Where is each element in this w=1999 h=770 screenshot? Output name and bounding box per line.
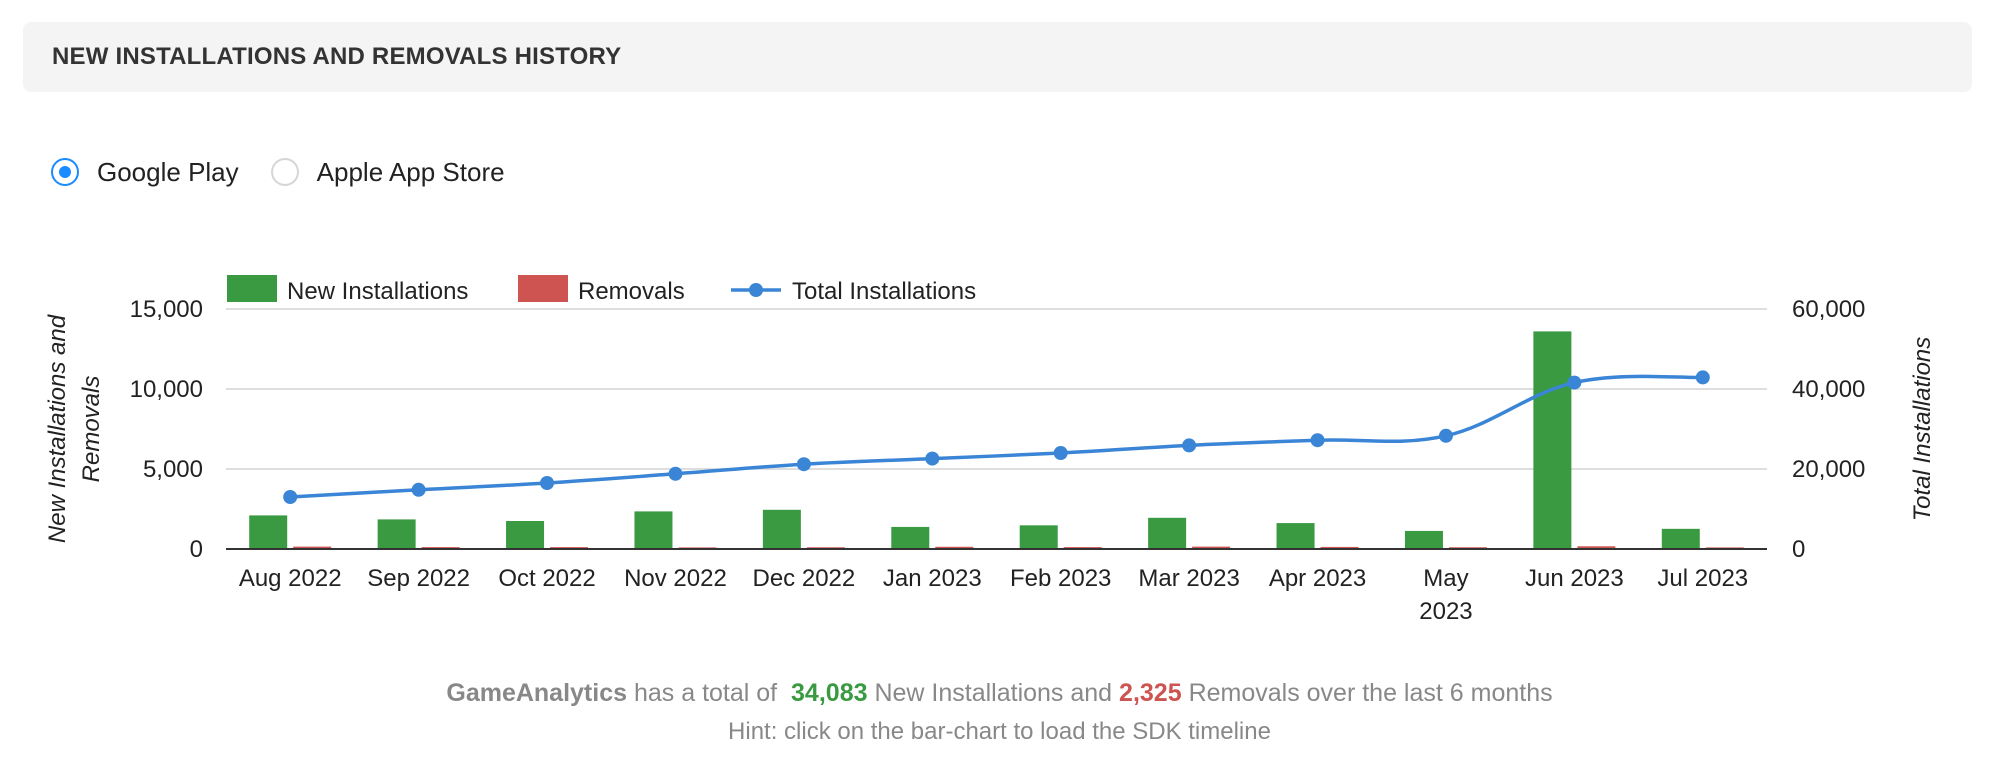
bar-removals[interactable] (1577, 546, 1616, 549)
hint-text: Hint: click on the bar-chart to load the… (728, 718, 1271, 745)
right-axis-title: Total Installations (1909, 337, 1936, 522)
legend-swatch-new-installations (227, 275, 277, 302)
total-installations-point[interactable] (540, 476, 555, 490)
total-installations-point[interactable] (1567, 375, 1582, 390)
x-tick-label: Aug 2022 (239, 565, 342, 592)
total-installations-point[interactable] (925, 451, 940, 466)
section-title: NEW INSTALLATIONS AND REMOVALS HISTORY (52, 43, 622, 70)
legend-label-new-installations: New Installations (287, 278, 468, 305)
bar-new-installations[interactable] (1276, 523, 1315, 549)
summary-new-installations: 34,083 (791, 679, 868, 707)
left-tick-label: 10,000 (130, 376, 203, 403)
section-header: NEW INSTALLATIONS AND REMOVALS HISTORY (23, 22, 1972, 92)
radio-apple-app-store-label[interactable]: Apple App Store (316, 156, 505, 187)
bar-new-installations[interactable] (762, 509, 801, 549)
summary-text-2: New Installations and (874, 679, 1113, 707)
right-tick-label: 60,000 (1792, 296, 1865, 323)
bar-removals[interactable] (293, 546, 332, 549)
installs-chart[interactable]: 0 5,000 10,000 15,000 0 20,000 40,000 60,000 Aug… (0, 0, 1999, 650)
summary-text: GameAnalytics has a total of 34,083 New … (0, 679, 1999, 708)
radio-google-play-label[interactable]: Google Play (97, 156, 239, 187)
x-tick-label: Apr 2023 (1269, 565, 1366, 592)
summary-removals: 2,325 (1119, 679, 1182, 707)
bar-new-installations[interactable] (1533, 331, 1572, 549)
right-tick-label: 40,000 (1792, 376, 1865, 403)
bar-new-installations[interactable] (1148, 517, 1187, 549)
x-tick-label: Mar 2023 (1138, 565, 1239, 592)
x-tick-label: 2023 (1419, 598, 1472, 625)
total-installations-point[interactable] (668, 466, 683, 481)
legend-label-removals: Removals (578, 278, 685, 305)
total-installations-point[interactable] (411, 482, 426, 497)
legend-swatch-total-installations-dot (749, 283, 763, 297)
summary-text-3: Removals over the last 6 months (1188, 679, 1553, 707)
x-tick-label: May (1423, 565, 1468, 592)
bar-removals[interactable] (1320, 546, 1359, 549)
bar-new-installations[interactable] (249, 515, 288, 549)
left-axis-title: New Installations and (44, 314, 71, 543)
x-tick-label: Nov 2022 (624, 565, 727, 592)
legend-label-total-installations: Total Installations (792, 278, 976, 305)
radio-apple-app-store-circle[interactable] (270, 158, 299, 186)
x-tick-label: Sep 2022 (367, 565, 470, 592)
bar-new-installations[interactable] (634, 511, 673, 549)
left-axis-title: Removals (78, 376, 105, 483)
right-tick-label: 0 (1792, 536, 1805, 563)
radio-apple-app-store[interactable]: Apple App Store (270, 156, 505, 188)
radio-google-play-circle[interactable] (51, 158, 79, 186)
store-selector: Google Play Apple App Store (51, 154, 537, 190)
total-installations-point[interactable] (796, 457, 811, 472)
left-tick-label: 0 (190, 536, 203, 563)
total-installations-point[interactable] (1695, 370, 1710, 385)
x-tick-label: Jun 2023 (1525, 565, 1624, 592)
bar-new-installations[interactable] (1019, 525, 1058, 549)
x-tick-label: Jul 2023 (1657, 565, 1748, 592)
bar-new-installations[interactable] (1404, 530, 1443, 549)
total-installations-point[interactable] (1182, 438, 1197, 453)
total-installations-point[interactable] (283, 490, 298, 504)
bar-new-installations[interactable] (506, 521, 545, 549)
total-installations-point[interactable] (1053, 446, 1068, 460)
x-tick-label: Dec 2022 (753, 565, 856, 592)
x-tick-label: Jan 2023 (883, 565, 982, 592)
x-tick-label: Feb 2023 (1010, 565, 1111, 592)
radio-google-play[interactable]: Google Play (51, 157, 239, 188)
left-tick-label: 15,000 (130, 296, 203, 323)
total-installations-line (290, 374, 1703, 499)
bar-new-installations[interactable] (1661, 528, 1700, 549)
summary-text-1: has a total of (633, 679, 778, 707)
left-tick-label: 5,000 (143, 456, 203, 483)
legend-swatch-removals (518, 275, 568, 302)
total-installations-point[interactable] (1310, 433, 1325, 448)
bar-removals[interactable] (935, 546, 974, 549)
bar-new-installations[interactable] (377, 519, 416, 549)
right-tick-label: 20,000 (1792, 456, 1865, 483)
summary-brand: GameAnalytics (446, 679, 628, 707)
total-installations-point[interactable] (1438, 428, 1453, 443)
bar-removals[interactable] (1192, 546, 1231, 549)
x-tick-label: Oct 2022 (498, 565, 595, 592)
bar-new-installations[interactable] (891, 526, 930, 549)
